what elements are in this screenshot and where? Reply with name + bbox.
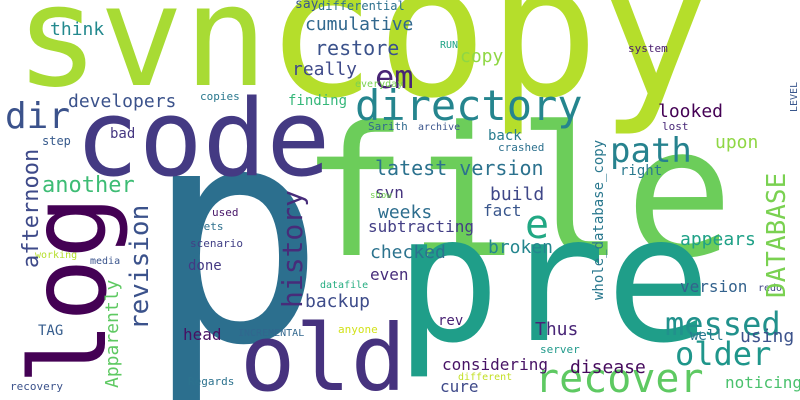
word: lost [662,120,689,133]
word: directory [355,81,583,130]
word: say [295,0,319,12]
word: messed [665,305,781,343]
word: svn [15,0,268,119]
word: archive [418,122,460,133]
word: different [458,372,512,383]
word: RUN [440,40,458,51]
word: old [240,305,406,400]
word: INCREMENTAL [238,328,304,339]
word: developers [68,91,176,112]
word: head [183,325,222,344]
word: code [75,77,330,200]
word: copy [265,0,711,139]
word: cumulative [305,14,413,35]
word: em [375,58,414,96]
word: working [35,250,77,261]
word: upon [715,132,758,153]
word: whole_database_copy [591,140,607,300]
word: recover [535,356,704,400]
word: show [370,191,392,201]
word: considering [442,355,548,374]
word: done [188,258,222,274]
word: used [212,206,239,219]
word: redo [758,283,782,294]
word: version [680,277,747,296]
word: checked [370,242,446,263]
word: another [42,173,135,198]
word: recovery [10,380,63,393]
word: appears [680,229,756,250]
word: DATABASE [762,173,792,298]
word: back [488,128,522,144]
word: history [276,190,309,308]
word: step [42,134,71,148]
word: rev [438,313,463,329]
word: log [8,195,130,385]
word: p [145,62,326,400]
word: system [628,42,668,55]
word: dir [5,96,70,137]
word: path [610,131,692,171]
word: backup [305,291,370,312]
word: LEVEL [789,82,800,112]
word: Thus [535,319,578,340]
word: really [292,59,357,80]
word: copies [200,90,240,103]
word: differential [318,0,405,13]
word: everyday [355,79,403,90]
word: media [90,256,120,267]
word: TAG [38,323,63,339]
word: sets [197,220,224,233]
word: finding [288,93,347,109]
word: even [370,265,409,284]
word: Regards [188,375,234,388]
word: noticing [725,373,800,392]
word: think [50,19,104,40]
word: svn [375,183,404,202]
word: bad [110,126,135,142]
word: server [540,343,580,356]
word: Sarith [368,120,408,133]
word: subtracting [368,217,474,236]
word: afternoon [19,149,44,268]
word: crashed [498,141,544,154]
word: Apparently [102,279,123,388]
word: file [300,89,733,298]
word: e [525,202,549,248]
word: datafile [320,280,368,291]
word: looked [658,101,723,122]
word: latest version [375,156,544,180]
word: pre [395,179,711,382]
word: disease [570,357,646,378]
word: well [690,328,724,344]
word: broken [488,237,553,258]
word: weeks [378,202,432,223]
word: scenario [190,237,243,250]
word: right [620,163,662,179]
word: restore [315,36,399,60]
word: revision [125,205,155,330]
word: build [490,184,544,205]
word: cure [440,377,479,396]
word: older [675,335,771,373]
word: using [740,326,794,347]
word: fact [483,201,522,220]
word: copy [460,46,504,67]
word: anyone [338,323,378,336]
